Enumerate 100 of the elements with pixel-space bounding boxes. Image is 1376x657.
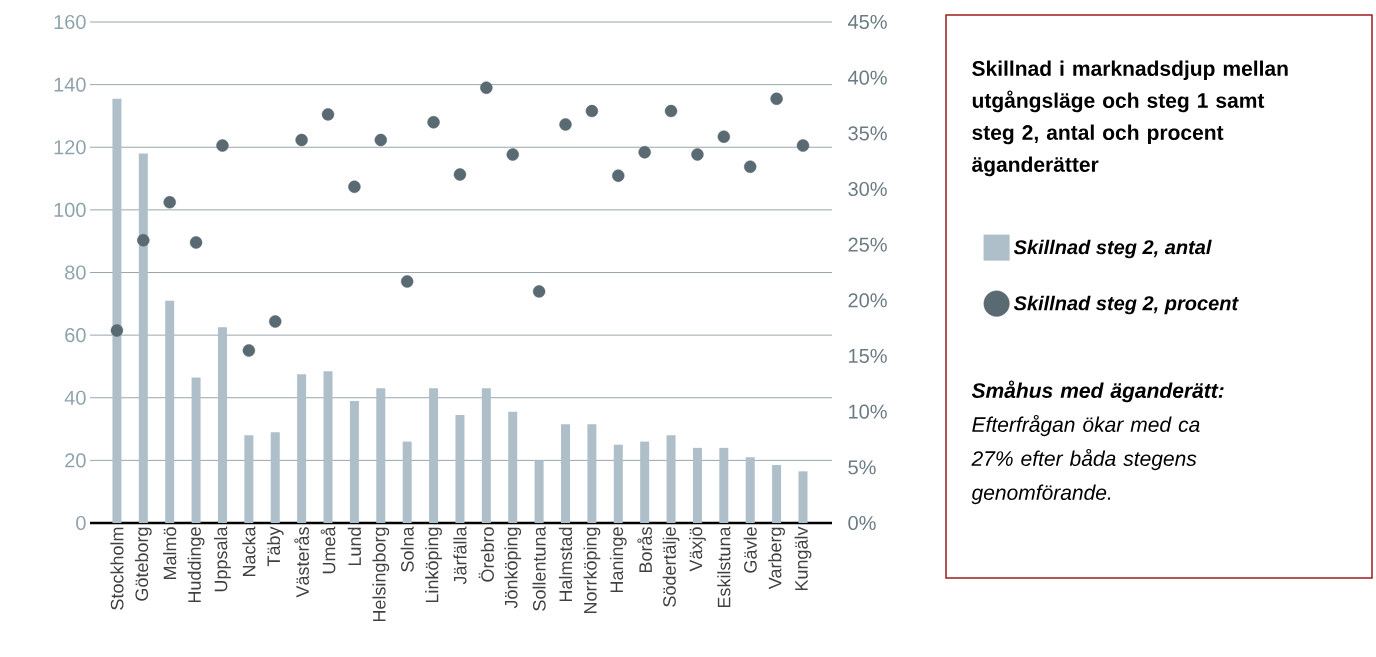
x-tick-label: Sollentuna bbox=[532, 526, 546, 611]
point bbox=[717, 130, 731, 143]
point bbox=[480, 81, 493, 94]
bar bbox=[138, 153, 148, 523]
y2-tick-label: 45% bbox=[848, 14, 887, 30]
bar bbox=[772, 465, 782, 523]
point bbox=[532, 285, 546, 298]
x-tick-label: Västerås bbox=[294, 527, 309, 598]
x-tick-label: Göteborg bbox=[134, 527, 152, 601]
x-tick-label: Malmö bbox=[163, 527, 177, 580]
y-tick-label: 20 bbox=[65, 453, 86, 468]
bar bbox=[481, 388, 491, 523]
point bbox=[348, 180, 361, 193]
x-tick-label: Eskilstuna bbox=[717, 526, 731, 608]
x-tick-label: Växjö bbox=[689, 527, 706, 572]
point bbox=[216, 139, 229, 152]
bar bbox=[508, 411, 518, 523]
y-tick-label: 40 bbox=[64, 390, 86, 405]
bar bbox=[587, 424, 597, 523]
x-tick-label: Helsingborg bbox=[372, 527, 390, 622]
bar bbox=[244, 435, 254, 523]
y-tick-label: 120 bbox=[54, 140, 86, 155]
bar bbox=[534, 460, 544, 523]
y2-tick-label: 15% bbox=[849, 348, 887, 364]
point bbox=[269, 315, 282, 328]
y-tick-label: 100 bbox=[54, 202, 86, 217]
y2-tick-label: 35% bbox=[848, 126, 887, 141]
bar bbox=[323, 371, 333, 523]
y2-tick-label: 5% bbox=[848, 460, 876, 475]
text: Skillnad i marknadsdjup mellan utgångsläge och steg 1 samt steg 2, antal och procent äganderätter bbox=[972, 60, 1288, 177]
point bbox=[612, 169, 625, 182]
x-tick-label: Borås bbox=[637, 527, 652, 573]
y-tick-label: 0 bbox=[76, 515, 86, 531]
y-tick-label: 140 bbox=[54, 77, 86, 92]
x-tick-label: Täby bbox=[266, 526, 284, 567]
x-tick-label: Södertälje bbox=[662, 527, 680, 607]
x-tick-label: Solna bbox=[400, 526, 414, 572]
x-tick-label: Gävle bbox=[743, 527, 757, 573]
y-tick-label: 60 bbox=[65, 328, 86, 343]
point bbox=[163, 196, 176, 209]
bar bbox=[402, 441, 412, 523]
point bbox=[295, 133, 308, 147]
point bbox=[137, 234, 150, 247]
point bbox=[796, 139, 810, 152]
x-tick-label: Stockholm bbox=[110, 527, 124, 610]
point bbox=[585, 104, 599, 118]
point bbox=[321, 108, 335, 121]
point bbox=[242, 344, 256, 357]
bar bbox=[640, 441, 650, 523]
point bbox=[744, 160, 757, 173]
x-tick-label: Norrköping bbox=[583, 527, 601, 614]
x-tick-label: Uppsala bbox=[214, 526, 231, 592]
bar bbox=[297, 374, 307, 523]
legend-label: Skillnad steg 2, antal bbox=[1013, 239, 1212, 259]
legend-label: Skillnad steg 2, procent bbox=[1013, 295, 1239, 315]
x-tick-label: Huddinge bbox=[187, 527, 205, 603]
y2-tick-label: 40% bbox=[848, 70, 887, 85]
x-tick-label: Lund bbox=[347, 527, 362, 566]
y2-tick-label: 25% bbox=[848, 237, 887, 252]
bar bbox=[112, 98, 122, 523]
x-tick-label: Kungälv bbox=[794, 526, 812, 591]
text: Småhus med äganderätt: Efterfrågan ökar med ca 27% efter båda stegens genomförande. bbox=[971, 380, 1224, 505]
x-tick-label: Jönköping bbox=[504, 527, 522, 609]
point bbox=[559, 118, 572, 131]
point bbox=[506, 148, 519, 161]
point bbox=[400, 275, 414, 288]
bar bbox=[666, 435, 676, 523]
bar bbox=[692, 447, 702, 523]
bar bbox=[376, 388, 386, 523]
bar bbox=[455, 414, 465, 523]
point bbox=[427, 116, 440, 129]
y2-tick-label: 0% bbox=[848, 515, 876, 531]
bar bbox=[613, 444, 623, 523]
point bbox=[453, 168, 467, 181]
x-tick-label: Halmstad bbox=[558, 527, 573, 602]
point bbox=[664, 104, 678, 118]
y2-tick-label: 30% bbox=[848, 181, 887, 197]
point bbox=[638, 146, 651, 159]
bar bbox=[349, 400, 359, 523]
bar bbox=[191, 377, 201, 523]
x-tick-label: Örebro bbox=[478, 527, 494, 582]
y2-tick-label: 20% bbox=[848, 293, 887, 308]
point bbox=[374, 133, 387, 147]
bar bbox=[270, 432, 280, 523]
point bbox=[770, 92, 783, 106]
x-tick-label: Linköping bbox=[425, 527, 442, 603]
x-tick-label: Umeå bbox=[320, 526, 336, 574]
bar bbox=[561, 424, 570, 523]
point bbox=[189, 236, 203, 249]
y-tick-label: 160 bbox=[54, 14, 86, 30]
bar bbox=[798, 471, 808, 523]
bar bbox=[719, 447, 729, 523]
x-tick-label: Haninge bbox=[609, 527, 627, 593]
point bbox=[691, 148, 704, 161]
bar bbox=[745, 457, 755, 523]
x-tick-label: Järfälla bbox=[453, 526, 467, 585]
y2-tick-label: 10% bbox=[849, 404, 887, 419]
x-tick-label: Nacka bbox=[242, 526, 256, 577]
y-tick-label: 80 bbox=[65, 265, 86, 280]
bar bbox=[429, 388, 439, 523]
